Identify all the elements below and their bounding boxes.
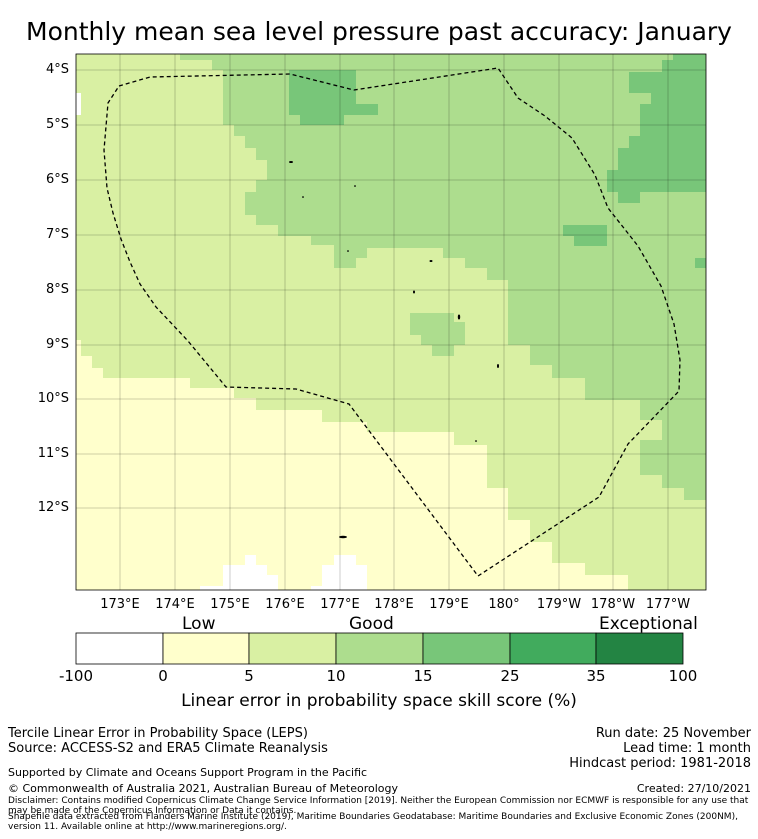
colorbar xyxy=(75,632,684,665)
lat-label: 12°S xyxy=(37,500,69,515)
lon-label: 178°E xyxy=(374,597,414,612)
map-title: Monthly mean sea level pressure past acc… xyxy=(26,17,732,46)
lon-label: 180° xyxy=(488,597,520,612)
colorbar-tick: -100 xyxy=(58,667,94,685)
colorbar-tick: 0 xyxy=(158,667,168,685)
region-good-high-patch xyxy=(563,225,607,246)
lon-label: 176°E xyxy=(265,597,305,612)
supported-text: Supported by Climate and Oceans Support … xyxy=(8,766,368,779)
lon-label: 179°W xyxy=(536,597,582,612)
islands xyxy=(289,161,499,539)
lead-time: Lead time: 1 month xyxy=(623,741,751,756)
lat-label: 5°S xyxy=(45,117,69,132)
category-exceptional: Exceptional xyxy=(599,614,698,634)
lat-label: 6°S xyxy=(45,172,69,187)
lon-label: 177°W xyxy=(645,597,691,612)
land-fiji xyxy=(200,555,278,590)
colorbar-tick: 35 xyxy=(586,667,606,685)
lon-label: 177°E xyxy=(320,597,360,612)
colorbar-tick: 15 xyxy=(413,667,433,685)
lat-label: 4°S xyxy=(45,62,69,77)
lon-label: 175°E xyxy=(210,597,250,612)
colorbar-tick: 25 xyxy=(500,667,520,685)
lon-label: 178°W xyxy=(590,597,636,612)
map-frame xyxy=(75,53,707,591)
colorbar-swatch xyxy=(248,632,337,665)
lat-label: 8°S xyxy=(45,282,69,297)
colorbar-swatch xyxy=(75,632,164,665)
category-low: Low xyxy=(182,614,216,634)
colorbar-swatch xyxy=(162,632,250,665)
colorbar-swatch xyxy=(509,632,597,665)
lon-label: 174°E xyxy=(155,597,195,612)
colorbar-label: Linear error in probability space skill … xyxy=(181,691,577,711)
colorbar-tick: 100 xyxy=(668,667,698,685)
created-date: Created: 27/10/2021 xyxy=(636,782,751,795)
colorbar-tick: 10 xyxy=(326,667,346,685)
land-fiji-east xyxy=(311,555,367,590)
hindcast-period: Hindcast period: 1981-2018 xyxy=(569,756,751,771)
land-left-edge xyxy=(76,93,81,115)
source-text: Source: ACCESS-S2 and ERA5 Climate Reana… xyxy=(8,741,328,756)
colorbar-swatch xyxy=(335,632,424,665)
disclaimer-text: Disclaimer: Contains modified Copernicus… xyxy=(8,796,749,816)
lon-label: 179°E xyxy=(429,597,469,612)
method-text: Tercile Linear Error in Probability Spac… xyxy=(8,726,308,741)
lat-label: 9°S xyxy=(45,337,69,352)
copyright-text: © Commonwealth of Australia 2021, Austra… xyxy=(8,782,398,795)
region-good-high-edge xyxy=(695,258,706,268)
colorbar-swatch xyxy=(422,632,511,665)
lon-label: 173°E xyxy=(100,597,140,612)
skill-map xyxy=(75,53,707,665)
colorbar-swatch xyxy=(595,632,684,665)
region-good-patch xyxy=(410,313,465,356)
region-good xyxy=(180,54,706,500)
category-good: Good xyxy=(349,614,394,634)
run-date: Run date: 25 November xyxy=(595,726,751,741)
lat-label: 11°S xyxy=(37,446,69,461)
shapefile-text: Shapefile data extracted from Flanders M… xyxy=(8,812,738,832)
colorbar-tick: 5 xyxy=(244,667,254,685)
lat-label: 7°S xyxy=(45,227,69,242)
graticule xyxy=(76,54,706,590)
region-good-high-east xyxy=(607,54,706,203)
lat-label: 10°S xyxy=(37,391,69,406)
region-good-high-north xyxy=(289,70,378,125)
